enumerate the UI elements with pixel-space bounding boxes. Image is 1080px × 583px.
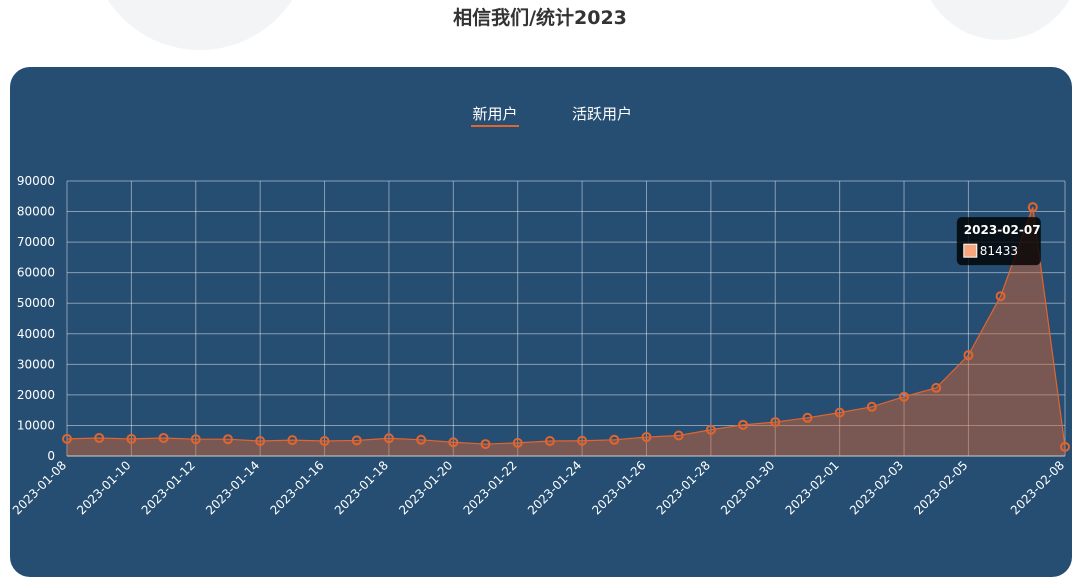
y-tick-label: 50000 [17,296,55,310]
y-tick-label: 90000 [17,174,55,188]
point [351,435,362,446]
chart-title: 相信我们/统计2023 [453,6,627,29]
point [62,433,72,444]
point [770,417,781,428]
point [480,439,491,450]
point [255,436,266,447]
point [158,432,169,443]
area [67,207,1065,456]
point [94,432,105,443]
point [1060,441,1070,452]
point [448,437,459,448]
point [931,382,942,393]
point [190,434,201,445]
legend-tab[interactable]: 新用户 [472,105,517,123]
tooltip-title: 2023-02-07 [964,223,1041,237]
point [512,437,523,448]
legend-tab[interactable]: 活跃用户 [572,105,632,123]
point [705,424,716,435]
card [10,67,1072,577]
decor [930,0,1070,40]
point [802,412,813,423]
tooltip-value: 81433 [980,244,1018,258]
y-tick-label: 60000 [17,266,55,280]
tooltip-swatch [963,243,978,258]
y-tick-label: 40000 [17,327,55,341]
point [544,436,555,447]
point [641,432,652,443]
point [1027,202,1038,213]
y-tick-label: 30000 [17,357,55,371]
y-tick-label: 10000 [17,418,55,432]
point [577,435,588,446]
y-tick-label: 20000 [17,388,55,402]
point [834,407,845,418]
point [899,391,910,402]
point [222,434,233,445]
point [319,436,330,447]
y-tick-label: 70000 [17,235,55,249]
y-tick-label: 80000 [17,205,55,219]
y-tick-label: 0 [47,449,55,463]
point [963,350,974,361]
tab-underline [471,125,519,127]
point [609,434,620,445]
point [383,433,394,444]
point [673,430,684,441]
tooltip [956,217,1041,266]
point [416,434,427,445]
point [738,419,749,430]
decor [107,0,293,50]
point [866,401,877,412]
point [126,433,137,444]
line [66,206,1066,447]
point [287,435,298,446]
point [995,291,1006,302]
